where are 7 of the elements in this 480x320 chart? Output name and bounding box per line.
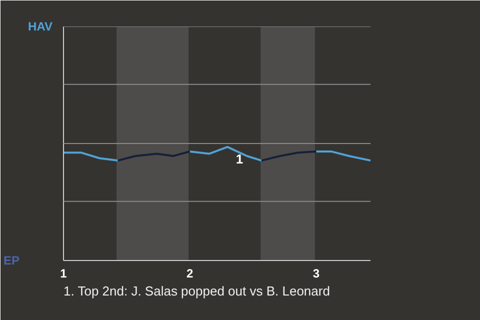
text: HAV [28, 20, 53, 34]
annotation: 1 [236, 151, 244, 166]
x-tick-label: 2 [186, 266, 194, 280]
x-tick-label: 1 [60, 266, 68, 280]
text: 1. Top 2nd: J. Salas popped out vs B. Leonard [64, 284, 330, 298]
text: EP [3, 254, 20, 268]
x-tick-label: 3 [312, 266, 320, 280]
